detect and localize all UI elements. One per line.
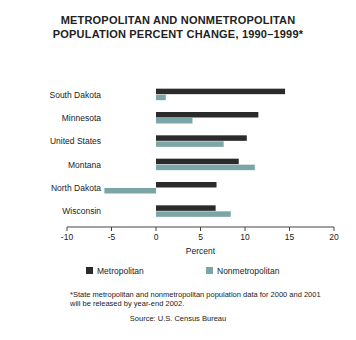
bar <box>156 165 255 171</box>
tick-label: 0 <box>154 232 159 242</box>
bar <box>156 112 258 118</box>
category-label: North Dakota <box>51 183 101 193</box>
tick <box>156 227 157 231</box>
bar <box>156 205 216 211</box>
tick <box>245 227 246 231</box>
tick <box>67 227 68 231</box>
chart: South Dakota Minnesota United States Montan… <box>0 0 356 340</box>
x-label: Percent <box>186 246 216 256</box>
tick <box>289 227 290 231</box>
tick-label: 5 <box>198 232 203 242</box>
tick <box>111 227 112 231</box>
category-label: Wisconsin <box>62 206 101 216</box>
bar <box>156 182 217 188</box>
bar <box>156 159 239 165</box>
title: METROPOLITAN AND NONMETROPOLITAN POPULAT… <box>40 13 316 41</box>
tick-label: 20 <box>329 232 339 242</box>
tick-label: -5 <box>108 232 116 242</box>
tick-label: -10 <box>61 232 74 242</box>
legend-swatch <box>86 267 93 274</box>
tick <box>334 227 335 231</box>
bar <box>156 95 166 101</box>
legend-swatch <box>206 267 213 274</box>
tick-label: 10 <box>240 232 250 242</box>
bar <box>156 141 224 147</box>
bars <box>104 89 285 217</box>
category-label: South Dakota <box>49 90 101 100</box>
legend-label: Nonmetropolitan <box>217 266 280 276</box>
tick <box>200 227 201 231</box>
category-label: United States <box>50 136 101 146</box>
category-label: Minnesota <box>62 113 101 123</box>
tick-label: 15 <box>285 232 295 242</box>
category-label: Montana <box>68 160 101 170</box>
legend-label: Metropolitan <box>97 266 144 276</box>
footnote: *State metropolitan and nonmetropolitan … <box>70 290 332 308</box>
source: Source: U.S. Census Bureau <box>0 314 356 323</box>
bar <box>156 89 285 95</box>
bar <box>104 188 156 194</box>
bar <box>156 211 231 217</box>
bar <box>156 118 192 124</box>
bar <box>156 135 247 141</box>
